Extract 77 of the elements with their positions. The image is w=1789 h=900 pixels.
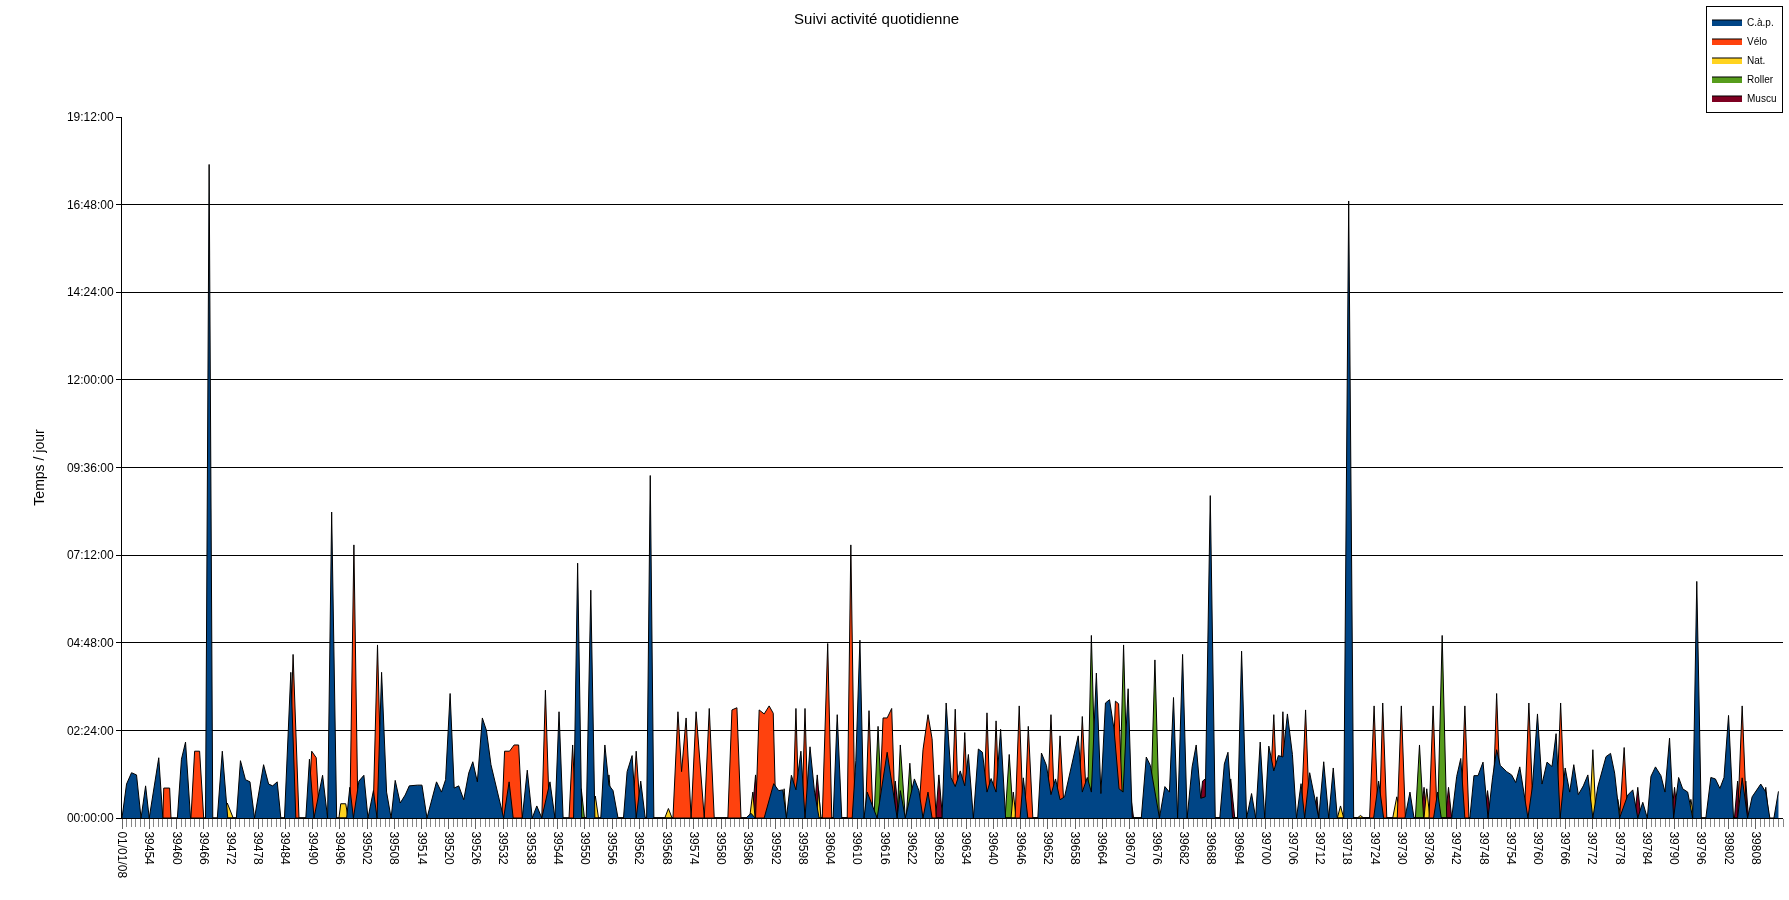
- y-tick-label: 12:00:00: [66, 373, 114, 388]
- x-tick-label: 39724: [1367, 831, 1382, 866]
- legend-label: C.à.p.: [1747, 16, 1774, 28]
- x-tick-label: 39754: [1503, 831, 1518, 866]
- x-tick-label: 39664: [1095, 831, 1110, 866]
- x-tick-label: 39496: [332, 831, 347, 866]
- legend-label: Nat.: [1747, 54, 1766, 66]
- x-tick-label: 39652: [1040, 831, 1055, 866]
- x-tick-label: 39466: [196, 831, 211, 866]
- x-tick-label: 39718: [1340, 831, 1355, 866]
- x-tick-label: 39508: [387, 831, 402, 866]
- x-tick-label: 39460: [169, 831, 184, 866]
- x-tick-label: 39544: [550, 831, 565, 866]
- x-tick-label: 39586: [741, 831, 756, 866]
- x-tick-label: 39562: [632, 831, 647, 866]
- x-tick-label: 39622: [904, 831, 919, 866]
- x-tick-label: 39556: [605, 831, 620, 866]
- x-tick-label: 39796: [1694, 831, 1709, 866]
- y-tick-label: 07:12:00: [66, 548, 114, 563]
- x-tick-label: 39688: [1204, 831, 1219, 866]
- x-tick-label: 39766: [1558, 831, 1573, 866]
- x-tick-label: 39580: [714, 831, 729, 866]
- x-tick-label: 39742: [1449, 831, 1464, 866]
- y-tick-label: 02:24:00: [66, 723, 114, 738]
- x-tick-label: 39550: [578, 831, 592, 866]
- x-tick-label: 39706: [1285, 831, 1300, 866]
- x-tick-label: 39526: [469, 831, 484, 866]
- x-tick-label: 39700: [1258, 831, 1273, 866]
- x-tick-label: 39712: [1313, 831, 1328, 866]
- legend-label: Vélo: [1747, 35, 1768, 47]
- x-tick-label: 39478: [251, 831, 266, 866]
- x-tick-label: 39736: [1422, 831, 1437, 866]
- y-tick-label: 09:36:00: [66, 460, 114, 475]
- x-tick-label: 39790: [1667, 831, 1682, 866]
- y-axis-title: Temps / jour: [31, 429, 48, 506]
- x-tick-label: 39808: [1748, 831, 1763, 866]
- x-tick-label: 39520: [441, 831, 456, 866]
- x-tick-label: 39676: [1149, 831, 1164, 866]
- x-tick-label: 39760: [1531, 831, 1546, 866]
- x-tick-label: 39532: [496, 831, 511, 866]
- x-tick-label: 39484: [278, 831, 293, 866]
- x-tick-label: 39514: [414, 831, 429, 866]
- x-tick-label: 39616: [877, 831, 892, 866]
- x-tick-label: 39658: [1068, 831, 1083, 866]
- chart-title: Suivi activité quotidienne: [794, 10, 960, 27]
- x-tick-label: 39646: [1013, 831, 1028, 866]
- x-tick-label: 39538: [523, 831, 538, 866]
- x-tick-label: 39772: [1585, 831, 1600, 866]
- x-tick-label: 39574: [686, 831, 701, 866]
- x-tick-label: 39670: [1122, 831, 1137, 866]
- x-tick-label: 39730: [1394, 831, 1409, 866]
- x-tick-label: 39628: [931, 831, 946, 866]
- x-tick-label: 39634: [959, 831, 974, 866]
- x-tick-label: 39568: [659, 831, 674, 866]
- x-tick-label: 39748: [1476, 831, 1491, 866]
- x-tick-label: 39802: [1721, 831, 1736, 866]
- y-tick-label: 16:48:00: [66, 197, 114, 212]
- y-tick-label: 19:12:00: [66, 110, 114, 125]
- x-tick-label: 39610: [850, 831, 865, 866]
- y-tick-label: 00:00:00: [66, 811, 114, 826]
- x-tick-label: 39694: [1231, 831, 1246, 866]
- x-tick-label: 39778: [1612, 831, 1627, 866]
- x-tick-label: 39598: [795, 831, 810, 866]
- legend-label: Muscu: [1747, 92, 1777, 104]
- x-tick-label: 39682: [1177, 831, 1192, 866]
- y-tick-label: 04:48:00: [66, 635, 114, 650]
- x-tick-label: 39604: [823, 831, 838, 866]
- x-tick-label: 39640: [986, 831, 1001, 866]
- x-tick-label: 39502: [360, 831, 375, 866]
- y-tick-label: 14:24:00: [66, 285, 114, 300]
- x-tick-label: 39784: [1639, 831, 1654, 866]
- x-tick-label: 39472: [224, 831, 239, 866]
- x-tick-label: 01/01/08: [115, 831, 130, 879]
- x-tick-label: 39592: [768, 831, 783, 866]
- x-tick-label: 39490: [305, 831, 320, 866]
- x-tick-label: 39454: [142, 831, 157, 866]
- legend-label: Roller: [1747, 73, 1774, 85]
